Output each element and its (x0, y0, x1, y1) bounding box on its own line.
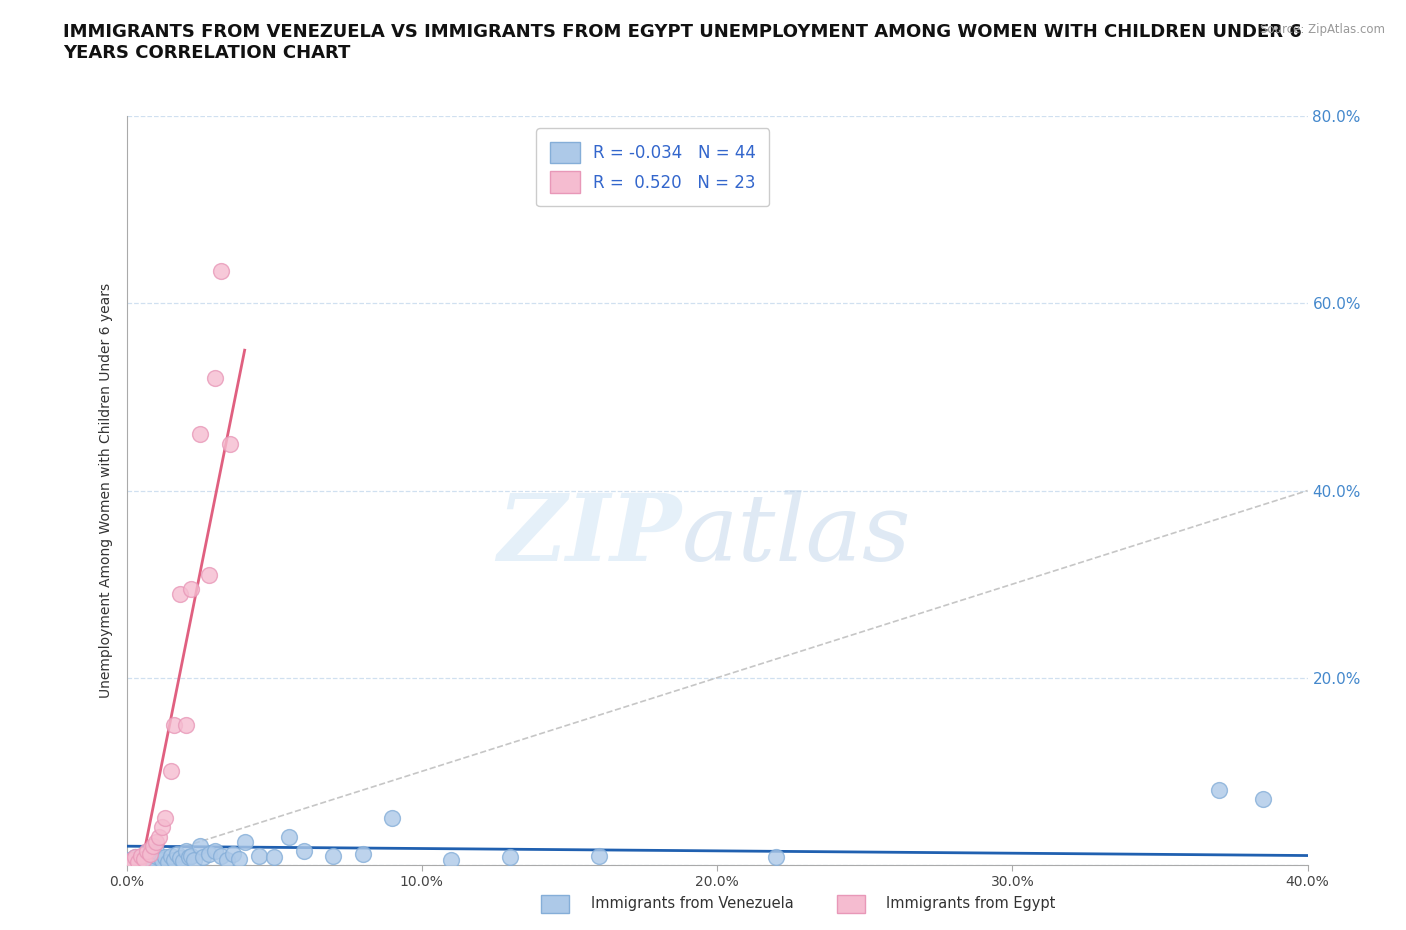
Point (263, 850, 285, 865)
Point (145, 834, 167, 849)
Legend: R = -0.034   N = 44, R =  0.520   N = 23: R = -0.034 N = 44, R = 0.520 N = 23 (537, 128, 769, 206)
Point (292, 844, 315, 858)
Point (121, 855, 143, 870)
Text: ZIP: ZIP (498, 490, 682, 580)
Point (169, 851, 191, 866)
Point (139, 851, 162, 866)
Point (127, 856, 149, 870)
Y-axis label: Unemployment Among Women with Children Under 6 years: Unemployment Among Women with Children U… (100, 283, 114, 698)
Point (188, 839, 212, 854)
Point (1253, 792, 1275, 807)
Point (142, 839, 165, 854)
Point (177, 850, 200, 865)
Point (118, 853, 141, 868)
Point (153, 850, 176, 865)
Point (765, 850, 787, 865)
Point (163, 853, 186, 868)
Point (278, 830, 301, 844)
Point (150, 853, 173, 868)
Point (588, 848, 610, 863)
Point (215, 853, 238, 868)
Point (381, 811, 404, 826)
Point (129, 852, 153, 867)
Point (209, 263, 232, 278)
Point (163, 717, 186, 732)
Text: Immigrants from Egypt: Immigrants from Egypt (886, 897, 1054, 911)
Point (121, 853, 143, 868)
Point (153, 811, 176, 826)
Point (180, 581, 202, 596)
Point (183, 853, 205, 868)
Point (124, 850, 146, 865)
Point (166, 846, 188, 861)
Point (188, 427, 212, 442)
Point (129, 848, 153, 863)
Point (169, 586, 191, 601)
Point (174, 717, 197, 732)
Text: Source: ZipAtlas.com: Source: ZipAtlas.com (1260, 23, 1385, 36)
Point (124, 850, 146, 865)
Point (156, 855, 179, 870)
Point (145, 848, 167, 863)
Point (150, 820, 173, 835)
Text: Immigrants from Venezuela: Immigrants from Venezuela (591, 897, 793, 911)
Point (145, 844, 167, 858)
Point (198, 846, 221, 861)
Point (139, 846, 162, 861)
Point (228, 852, 250, 867)
Point (198, 567, 221, 582)
Point (142, 855, 165, 870)
Point (180, 848, 202, 863)
Point (136, 844, 159, 858)
Point (249, 848, 271, 863)
Point (219, 436, 242, 451)
Point (160, 848, 183, 863)
Point (352, 846, 374, 861)
Point (233, 834, 256, 849)
Point (118, 856, 141, 870)
Point (204, 371, 226, 386)
Point (134, 852, 156, 867)
Point (193, 850, 215, 865)
Point (222, 846, 245, 861)
Point (127, 855, 149, 870)
Point (136, 854, 159, 869)
Point (322, 848, 344, 863)
Text: IMMIGRANTS FROM VENEZUELA VS IMMIGRANTS FROM EGYPT UNEMPLOYMENT AMONG WOMEN WITH: IMMIGRANTS FROM VENEZUELA VS IMMIGRANTS … (63, 23, 1302, 62)
Point (172, 854, 194, 869)
Text: atlas: atlas (682, 490, 911, 580)
Point (174, 844, 197, 858)
Point (209, 848, 232, 863)
Point (440, 853, 463, 868)
FancyBboxPatch shape (541, 895, 569, 913)
Point (204, 844, 226, 858)
Point (1208, 782, 1230, 797)
Point (160, 764, 183, 778)
FancyBboxPatch shape (837, 895, 865, 913)
Point (499, 850, 522, 865)
Point (148, 830, 170, 844)
